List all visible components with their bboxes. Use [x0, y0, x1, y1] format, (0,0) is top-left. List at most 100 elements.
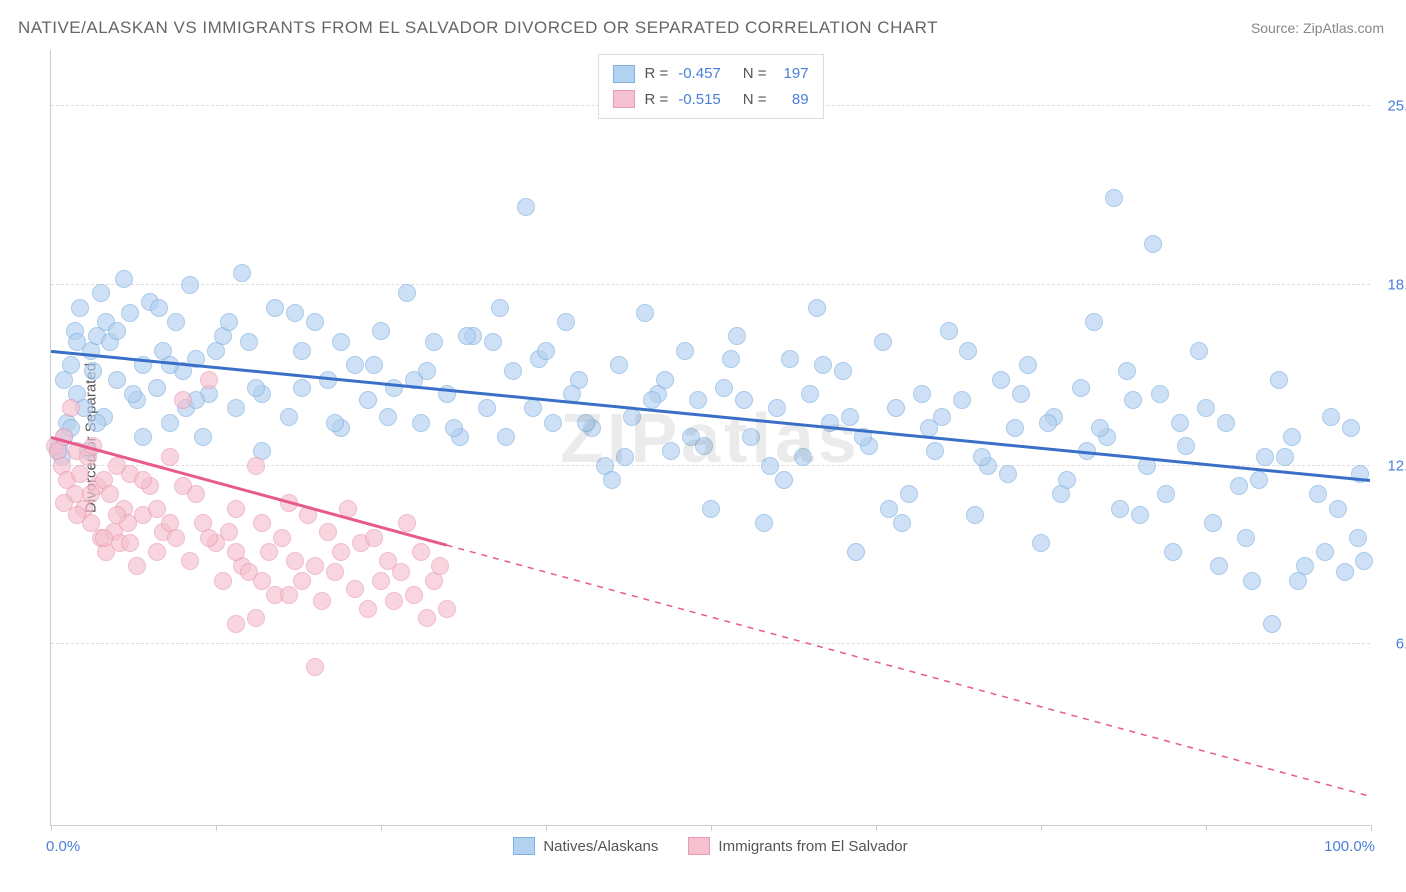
- scatter-point: [1164, 543, 1182, 561]
- scatter-point: [1283, 428, 1301, 446]
- scatter-point: [887, 399, 905, 417]
- scatter-point: [55, 371, 73, 389]
- scatter-point: [1349, 529, 1367, 547]
- scatter-point: [524, 399, 542, 417]
- scatter-point: [108, 322, 126, 340]
- scatter-point: [1012, 385, 1030, 403]
- scatter-point: [1336, 563, 1354, 581]
- scatter-point: [280, 586, 298, 604]
- x-tick: [1206, 825, 1207, 831]
- scatter-point: [603, 471, 621, 489]
- scatter-point: [88, 414, 106, 432]
- scatter-point: [1151, 385, 1169, 403]
- scatter-point: [1072, 379, 1090, 397]
- scatter-point: [148, 379, 166, 397]
- scatter-point: [418, 362, 436, 380]
- scatter-point: [161, 514, 179, 532]
- n-label: N =: [743, 61, 767, 87]
- scatter-point: [438, 385, 456, 403]
- scatter-point: [1111, 500, 1129, 518]
- x-tick: [51, 825, 52, 831]
- scatter-point: [181, 276, 199, 294]
- y-tick-label: 18.8%: [1387, 276, 1406, 293]
- scatter-point: [1316, 543, 1334, 561]
- scatter-point: [418, 609, 436, 627]
- scatter-point: [385, 592, 403, 610]
- scatter-point: [1237, 529, 1255, 547]
- scatter-point: [121, 534, 139, 552]
- scatter-point: [82, 485, 100, 503]
- scatter-point: [893, 514, 911, 532]
- scatter-point: [1006, 419, 1024, 437]
- scatter-point: [874, 333, 892, 351]
- scatter-point: [1256, 448, 1274, 466]
- scatter-point: [108, 371, 126, 389]
- n-value: 197: [777, 61, 809, 87]
- scatter-point: [174, 477, 192, 495]
- scatter-point: [247, 457, 265, 475]
- x-tick: [1371, 825, 1372, 831]
- scatter-point: [689, 391, 707, 409]
- scatter-point: [134, 356, 152, 374]
- scatter-point: [1138, 457, 1156, 475]
- scatter-point: [1052, 485, 1070, 503]
- legend-swatch: [612, 65, 634, 83]
- scatter-point: [161, 414, 179, 432]
- legend-item: Natives/Alaskans: [513, 837, 658, 855]
- scatter-point: [1329, 500, 1347, 518]
- x-tick: [546, 825, 547, 831]
- scatter-point: [412, 543, 430, 561]
- scatter-point: [1210, 557, 1228, 575]
- scatter-point: [1217, 414, 1235, 432]
- scatter-point: [999, 465, 1017, 483]
- scatter-point: [940, 322, 958, 340]
- scatter-point: [1204, 514, 1222, 532]
- scatter-point: [676, 342, 694, 360]
- scatter-point: [115, 270, 133, 288]
- x-tick: [381, 825, 382, 831]
- scatter-point: [662, 442, 680, 460]
- r-label: R =: [644, 61, 668, 87]
- scatter-point: [306, 658, 324, 676]
- scatter-point: [445, 419, 463, 437]
- scatter-point: [854, 428, 872, 446]
- scatter-point: [933, 408, 951, 426]
- scatter-point: [286, 552, 304, 570]
- scatter-point: [953, 391, 971, 409]
- scatter-point: [359, 391, 377, 409]
- scatter-point: [517, 198, 535, 216]
- scatter-point: [280, 494, 298, 512]
- scatter-point: [695, 437, 713, 455]
- scatter-point: [372, 572, 390, 590]
- scatter-point: [1032, 534, 1050, 552]
- scatter-point: [187, 350, 205, 368]
- legend-swatch: [688, 837, 710, 855]
- scatter-point: [1263, 615, 1281, 633]
- scatter-point: [1085, 313, 1103, 331]
- scatter-point: [293, 342, 311, 360]
- scatter-point: [1309, 485, 1327, 503]
- scatter-point: [1289, 572, 1307, 590]
- scatter-point: [174, 391, 192, 409]
- scatter-point: [326, 414, 344, 432]
- scatter-point: [643, 391, 661, 409]
- scatter-point: [781, 350, 799, 368]
- scatter-point: [55, 428, 73, 446]
- scatter-point: [775, 471, 793, 489]
- scatter-point: [1197, 399, 1215, 417]
- correlation-legend: R = -0.457N = 197R = -0.515N = 89: [597, 54, 823, 119]
- x-tick: [1041, 825, 1042, 831]
- scatter-point: [260, 543, 278, 561]
- scatter-point: [280, 408, 298, 426]
- scatter-point: [346, 580, 364, 598]
- scatter-point: [405, 586, 423, 604]
- scatter-point: [365, 356, 383, 374]
- scatter-point: [1322, 408, 1340, 426]
- scatter-point: [880, 500, 898, 518]
- scatter-point: [913, 385, 931, 403]
- scatter-point: [1118, 362, 1136, 380]
- scatter-point: [71, 299, 89, 317]
- scatter-point: [636, 304, 654, 322]
- scatter-point: [313, 592, 331, 610]
- scatter-point: [240, 333, 258, 351]
